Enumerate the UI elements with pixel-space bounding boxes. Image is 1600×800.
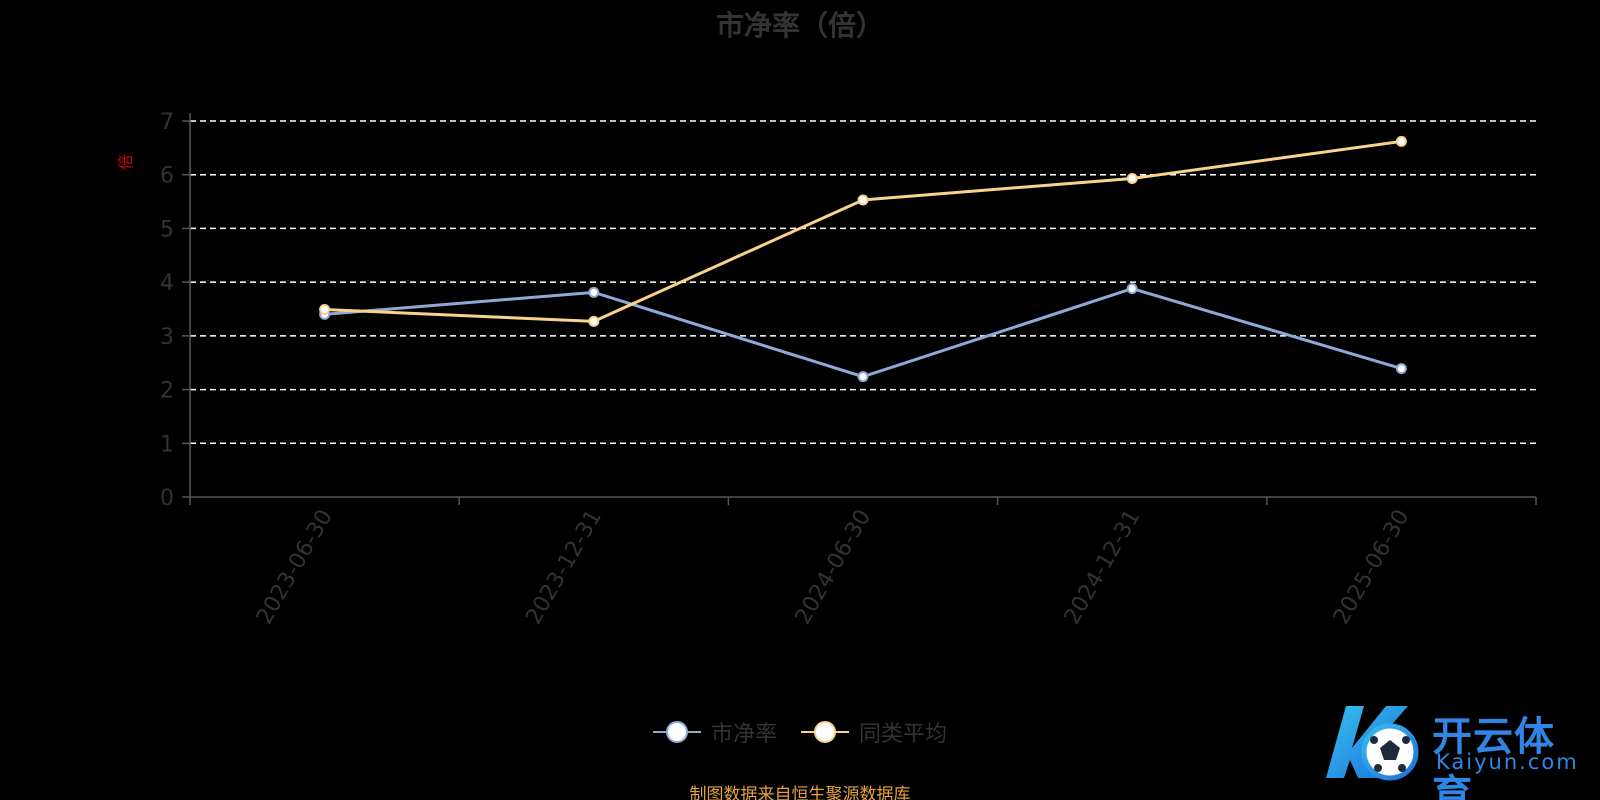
data-point [857,371,869,383]
legend-swatch [801,720,849,744]
y-tick-label: 0 [160,486,174,511]
legend: 市净率 同类平均 [0,716,1600,748]
x-tick-label: 2024-06-30 [791,506,877,629]
x-tick-label: 2023-12-31 [521,506,607,629]
logo-name-cn: 开云体育 [1432,714,1555,800]
data-source-note: 制图数据来自恒生聚源数据库 [689,785,911,800]
data-point [1395,363,1407,375]
data-point [588,315,600,327]
data-point [1395,135,1407,147]
series-line-1 [324,139,1402,323]
data-point [588,286,600,298]
y-tick-label: 4 [160,271,174,296]
data-point [1126,283,1138,295]
x-tick-label: 2025-06-30 [1329,506,1415,629]
data-point [1126,172,1138,184]
data-point [319,304,331,316]
legend-item-0[interactable]: 市净率 [652,716,777,748]
y-tick-label: 6 [160,164,174,189]
y-tick-label: 5 [160,217,174,242]
x-tick-label: 2023-06-30 [252,506,338,629]
chart-title: 市净率（倍） [715,9,884,42]
legend-label: 同类平均 [859,722,948,747]
plot-area: 0 1 2 3 4 5 6 7 2023-06-30 2023-12-31 2024-06-30 20… [160,110,1537,629]
y-tick-label: 3 [160,325,174,350]
legend-item-1[interactable]: 同类平均 [801,716,947,748]
x-tick-label: 2024-12-31 [1060,506,1146,629]
y-tick-label: 2 [160,379,174,404]
logo-ball-icon [1326,706,1419,781]
legend-swatch [652,720,701,744]
data-point [857,194,869,206]
brand-logo: 开云体育 Kaiyun.com [1316,700,1586,800]
y-tick-label: 1 [160,432,174,457]
y-tick-label: 7 [160,110,174,135]
legend-label: 市净率 [710,722,777,747]
series-line-0 [324,287,1402,379]
logo-name-en: Kaiyun.com [1436,750,1579,774]
